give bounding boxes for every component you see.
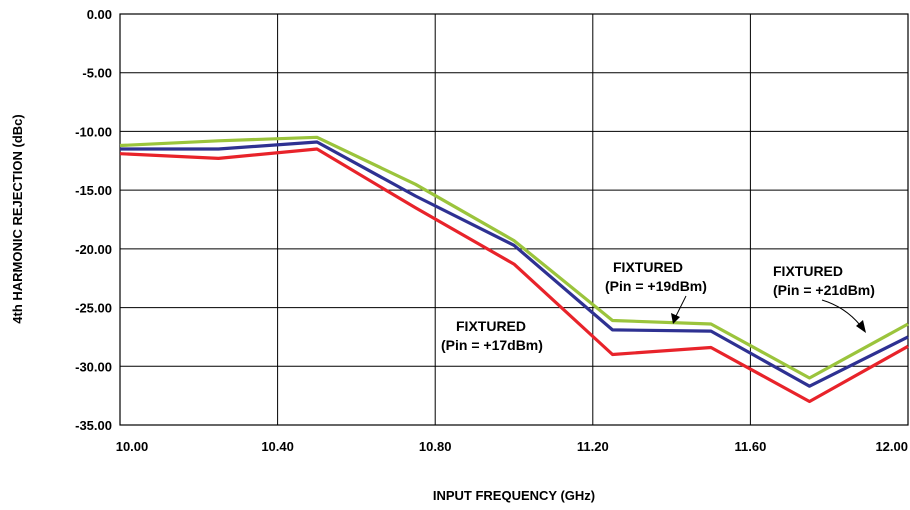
annotation-19dbm-arrow	[671, 295, 687, 324]
annotation-17dbm-line1: FIXTURED	[456, 318, 526, 334]
series-line-0	[119, 147, 909, 404]
annotation-17dbm-line2: (Pin = +17dBm)	[441, 337, 543, 353]
y-tick-label: -25.00	[75, 301, 112, 316]
y-tick-labels: 0.00 -5.00 -10.00 -15.00 -20.00 -25.00 -30.00 -…	[75, 7, 112, 433]
x-tick-label: 10.40	[261, 439, 294, 454]
y-tick-label: -10.00	[75, 124, 112, 139]
annotation-21dbm-arrow	[821, 299, 866, 333]
grid	[119, 13, 909, 426]
annotation-19dbm-line2: (Pin = +19dBm)	[605, 278, 707, 294]
y-axis-title: 4th HARMONIC REJECTION (dBc)	[10, 114, 25, 323]
y-tick-label: -35.00	[75, 418, 112, 433]
y-tick-label: -15.00	[75, 183, 112, 198]
plot-frame	[119, 13, 909, 426]
y-tick-label: -20.00	[75, 242, 112, 257]
x-axis-title: INPUT FREQUENCY (GHz)	[433, 488, 595, 503]
series-line-1	[120, 140, 909, 388]
y-tick-label: 0.00	[87, 7, 112, 22]
series-line-2	[119, 135, 909, 380]
annotation-21dbm-line2: (Pin = +21dBm)	[773, 282, 875, 298]
series-group	[119, 135, 909, 404]
x-tick-label: 11.20	[577, 439, 609, 454]
y-tick-label: -30.00	[75, 359, 112, 374]
x-tick-label: 11.60	[734, 439, 766, 454]
x-tick-labels: 10.00 10.40 10.80 11.20 11.60 12.00	[116, 439, 908, 454]
annotation-21dbm-line1: FIXTURED	[773, 263, 843, 279]
x-tick-label: 10.80	[419, 439, 452, 454]
annotation-19dbm-line1: FIXTURED	[613, 259, 683, 275]
x-tick-label: 10.00	[116, 439, 149, 454]
x-tick-label: 12.00	[875, 439, 908, 454]
y-tick-label: -5.00	[82, 66, 112, 81]
